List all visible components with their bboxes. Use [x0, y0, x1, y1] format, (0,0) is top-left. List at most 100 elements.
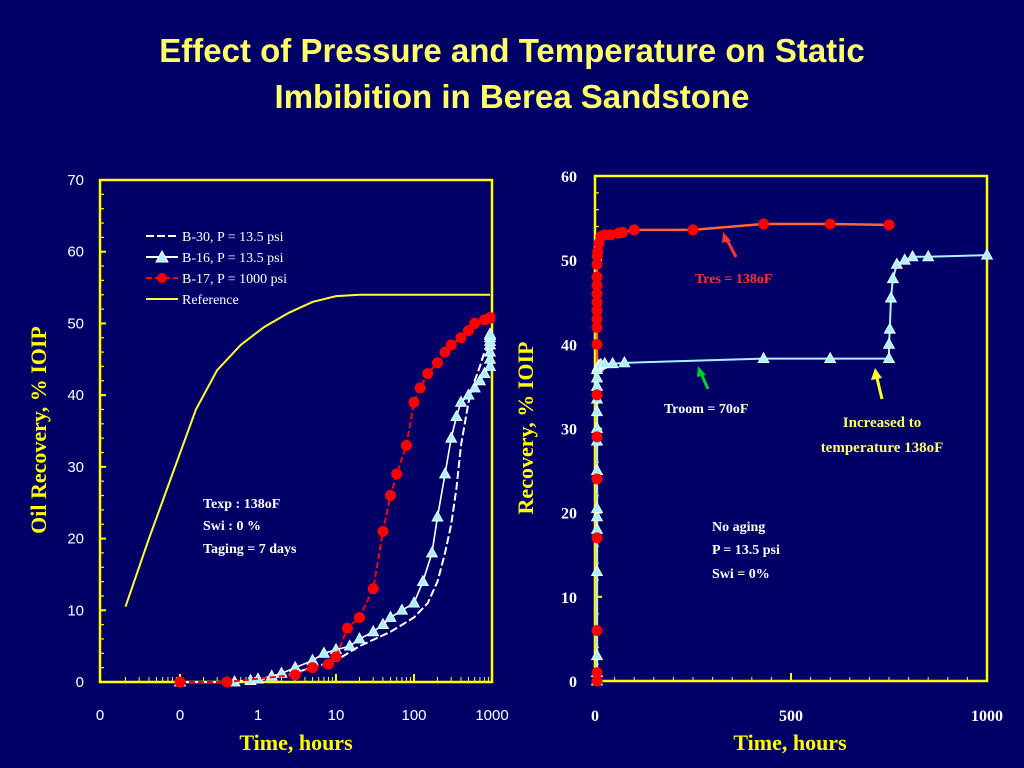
troom-point	[590, 501, 604, 513]
left-y-tick-label: 30	[67, 459, 84, 476]
tres-point	[616, 226, 628, 238]
left-x-tick-label: 0	[96, 707, 104, 724]
left-x-tick-label: 1	[254, 707, 262, 724]
right-y-tick-label: 30	[561, 422, 577, 439]
troom-point	[884, 291, 898, 303]
b30-curve	[180, 330, 491, 683]
tres-point	[758, 218, 770, 230]
b16-point	[353, 632, 366, 644]
troom-point	[882, 351, 896, 364]
b16-point	[450, 409, 463, 422]
b16-point	[416, 574, 430, 586]
b16-point	[407, 596, 421, 608]
tres-point	[591, 389, 603, 401]
reference-curve	[124, 293, 490, 608]
left-y-axis-title: Oil Recovery, % IOIP	[26, 326, 51, 534]
b17-point	[484, 312, 496, 324]
tres-point	[591, 473, 603, 485]
tres-point	[591, 305, 603, 317]
left-y-tick-label: 20	[67, 531, 84, 548]
b16-point	[483, 359, 497, 371]
slide-title: Effect of Pressure and Temperature on St…	[0, 28, 1024, 120]
tres-point	[591, 675, 603, 687]
legend-b16-marker	[155, 249, 169, 263]
increased-arrowhead	[871, 368, 882, 380]
tres-point	[591, 532, 603, 544]
tres-point	[591, 667, 603, 679]
b16-point	[384, 610, 397, 622]
tres-point	[591, 296, 603, 308]
b17-point	[400, 439, 412, 451]
troom-annotation: Troom = 70oF	[664, 366, 748, 417]
title-line-2: Imbibition in Berea Sandstone	[274, 78, 750, 115]
troom-point	[606, 356, 619, 369]
troom-point	[980, 248, 994, 260]
left-y-ticks: 0 10 20 30 40 50 60 70	[67, 172, 106, 691]
b16-point	[478, 366, 491, 379]
troom-point	[886, 271, 900, 284]
b17-point	[367, 583, 379, 595]
note-taging: Taging = 7 days	[203, 542, 297, 557]
b17-point	[408, 396, 420, 408]
increased-label-line2: temperature 138oF	[821, 440, 944, 456]
tres-point	[591, 322, 603, 333]
b17-point	[455, 332, 467, 344]
left-y-tick-label: 10	[67, 602, 84, 619]
tres-point	[883, 219, 895, 231]
left-y-tick-label: 40	[67, 387, 84, 404]
b16-point	[438, 467, 452, 479]
note-swi: Swi : 0 %	[203, 519, 261, 534]
troom-point	[618, 356, 631, 368]
b16-point	[367, 624, 380, 637]
note-swi: Swi = 0%	[712, 567, 770, 582]
b16-point	[454, 395, 468, 407]
b16-point	[431, 510, 444, 522]
b17-point	[422, 368, 434, 380]
troom-point	[598, 356, 611, 369]
tres-point	[628, 224, 640, 236]
left-y-tick-label: 70	[67, 172, 84, 189]
legend-reference-label: Reference	[182, 293, 239, 308]
troom-point	[882, 337, 896, 349]
b16-point	[483, 352, 497, 364]
b16-point	[395, 603, 409, 615]
tres-point	[591, 625, 603, 636]
left-legend: B-30, P = 13.5 psi B-16, P = 13.5 psi B-…	[146, 230, 287, 308]
increased-annotation: Increased to temperature 138oF	[821, 368, 944, 456]
b16-point	[275, 666, 288, 678]
troom-point	[590, 404, 604, 417]
tres-point	[592, 246, 604, 258]
right-y-tick-label: 40	[561, 337, 577, 354]
left-plot-frame	[98, 178, 494, 684]
note-noaging: No aging	[712, 520, 765, 535]
b16-point	[425, 546, 439, 558]
left-x-ticks: 0 0 1 10 100 1000	[96, 674, 509, 724]
left-y-tick-label: 60	[67, 244, 84, 261]
tres-point	[824, 218, 836, 230]
tres-point	[591, 338, 603, 350]
b16-point	[483, 345, 497, 357]
b17-point	[307, 662, 319, 674]
b17-point	[431, 357, 443, 369]
right-x-tick-label: 1000	[971, 708, 1003, 725]
b17-point	[221, 676, 233, 688]
right-series	[590, 218, 994, 687]
b17-point	[174, 676, 186, 688]
b17-point	[341, 622, 353, 634]
tres-point	[591, 288, 603, 300]
troom-point	[590, 463, 604, 475]
troom-point	[898, 253, 911, 265]
left-x-tick-label: 1000	[475, 707, 508, 724]
b16-point	[468, 381, 481, 393]
right-y-tick-label: 20	[561, 506, 577, 523]
b17-point	[445, 339, 457, 351]
troom-arrowhead	[697, 366, 706, 377]
troom-point	[590, 510, 604, 522]
troom-label: Troom = 70oF	[664, 402, 748, 417]
right-y-axis-title: Recovery, % IOIP	[513, 342, 538, 515]
troom-point	[590, 564, 604, 576]
b16-point	[343, 639, 356, 651]
b17-point	[330, 651, 342, 663]
troom-point	[757, 351, 770, 364]
left-x-tick-label: 100	[401, 707, 426, 724]
